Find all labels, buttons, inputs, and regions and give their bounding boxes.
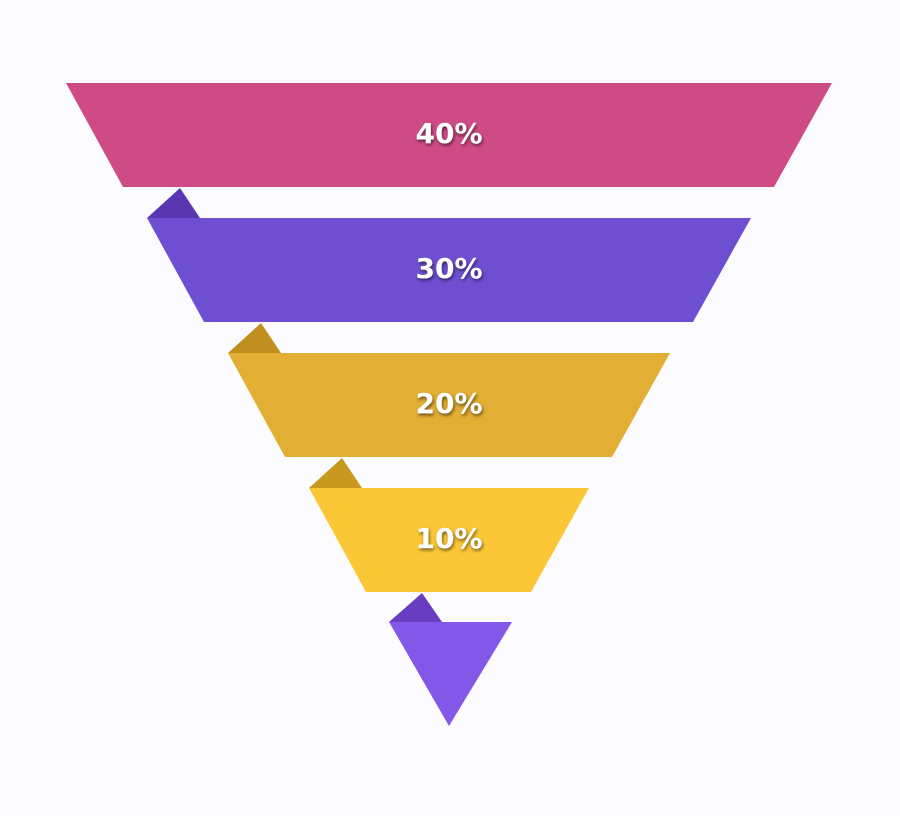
funnel-segment — [228, 353, 670, 457]
fold-tab — [389, 593, 442, 622]
segment-label: 20% — [415, 387, 482, 420]
funnel-segment — [147, 218, 751, 322]
funnel-segment — [66, 83, 832, 187]
funnel-segment — [309, 488, 589, 592]
fold-tab — [309, 458, 362, 488]
segment-label: 40% — [415, 117, 482, 150]
fold-tab — [228, 323, 281, 353]
fold-tab — [147, 188, 200, 218]
segment-label: 10% — [415, 522, 482, 555]
funnel-tip — [389, 622, 512, 726]
segment-label: 30% — [415, 252, 482, 285]
